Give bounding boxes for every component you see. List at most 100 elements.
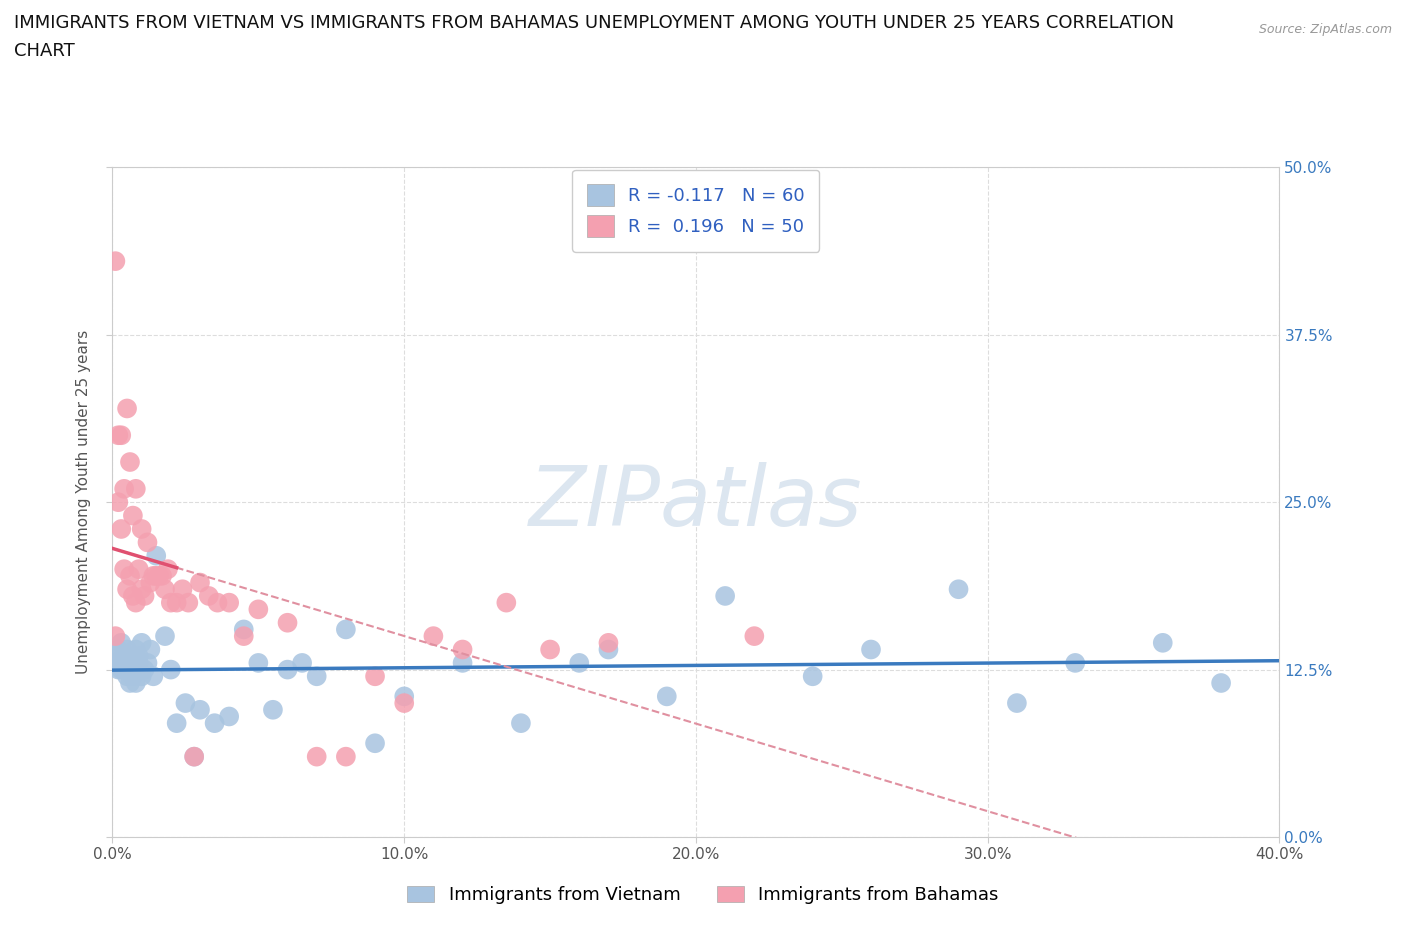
- Point: [118, 649, 141, 664]
- Point: [364, 736, 387, 751]
- Point: [598, 642, 620, 657]
- Point: [131, 522, 153, 537]
- Point: [495, 595, 517, 610]
- Point: [714, 589, 737, 604]
- Text: ZIPatlas: ZIPatlas: [529, 461, 863, 543]
- Point: [335, 622, 357, 637]
- Point: [118, 662, 141, 677]
- Point: [276, 616, 298, 631]
- Point: [153, 582, 176, 597]
- Point: [451, 656, 474, 671]
- Point: [128, 562, 150, 577]
- Point: [150, 568, 173, 583]
- Point: [568, 656, 591, 671]
- Point: [110, 635, 132, 650]
- Point: [118, 675, 141, 690]
- Point: [207, 595, 229, 610]
- Point: [104, 629, 127, 644]
- Text: IMMIGRANTS FROM VIETNAM VS IMMIGRANTS FROM BAHAMAS UNEMPLOYMENT AMONG YOUTH UNDE: IMMIGRANTS FROM VIETNAM VS IMMIGRANTS FR…: [14, 14, 1174, 32]
- Point: [160, 662, 183, 677]
- Point: [392, 689, 416, 704]
- Point: [801, 669, 824, 684]
- Y-axis label: Unemployment Among Youth under 25 years: Unemployment Among Youth under 25 years: [76, 330, 91, 674]
- Point: [142, 669, 165, 684]
- Point: [451, 642, 474, 657]
- Point: [104, 254, 127, 269]
- Point: [115, 642, 138, 657]
- Point: [107, 662, 129, 677]
- Point: [112, 649, 135, 664]
- Point: [153, 629, 176, 644]
- Point: [136, 535, 159, 550]
- Point: [1064, 656, 1087, 671]
- Point: [134, 589, 156, 604]
- Point: [122, 589, 145, 604]
- Point: [1005, 696, 1028, 711]
- Point: [112, 662, 135, 677]
- Point: [136, 656, 159, 671]
- Point: [128, 649, 150, 664]
- Point: [218, 709, 240, 724]
- Point: [104, 656, 127, 671]
- Point: [107, 428, 129, 443]
- Point: [131, 669, 153, 684]
- Point: [183, 750, 205, 764]
- Point: [112, 656, 135, 671]
- Point: [145, 549, 167, 564]
- Point: [509, 716, 531, 731]
- Point: [1209, 675, 1232, 690]
- Point: [364, 669, 387, 684]
- Point: [247, 656, 270, 671]
- Text: CHART: CHART: [14, 42, 75, 60]
- Point: [118, 568, 141, 583]
- Point: [166, 716, 188, 731]
- Point: [107, 642, 129, 657]
- Point: [125, 642, 148, 657]
- Point: [134, 662, 156, 677]
- Point: [110, 428, 132, 443]
- Point: [118, 455, 141, 470]
- Point: [110, 662, 132, 677]
- Point: [183, 750, 205, 764]
- Point: [156, 562, 179, 577]
- Point: [125, 675, 148, 690]
- Point: [145, 568, 167, 583]
- Point: [392, 696, 416, 711]
- Point: [125, 662, 148, 677]
- Point: [305, 750, 328, 764]
- Point: [859, 642, 883, 657]
- Point: [538, 642, 561, 657]
- Point: [131, 635, 153, 650]
- Point: [122, 508, 145, 523]
- Point: [948, 582, 970, 597]
- Point: [598, 635, 620, 650]
- Point: [115, 582, 138, 597]
- Point: [188, 702, 211, 717]
- Point: [107, 495, 129, 510]
- Point: [166, 595, 188, 610]
- Point: [115, 656, 138, 671]
- Point: [128, 656, 150, 671]
- Point: [122, 669, 145, 684]
- Point: [305, 669, 328, 684]
- Point: [204, 716, 226, 731]
- Point: [742, 629, 765, 644]
- Point: [110, 522, 132, 537]
- Point: [172, 582, 194, 597]
- Text: Source: ZipAtlas.com: Source: ZipAtlas.com: [1258, 23, 1392, 36]
- Point: [1152, 635, 1174, 650]
- Point: [188, 575, 211, 590]
- Point: [177, 595, 200, 610]
- Point: [148, 568, 170, 583]
- Point: [291, 656, 314, 671]
- Legend: R = -0.117   N = 60, R =  0.196   N = 50: R = -0.117 N = 60, R = 0.196 N = 50: [572, 170, 820, 252]
- Point: [131, 582, 153, 597]
- Point: [142, 568, 165, 583]
- Point: [422, 629, 444, 644]
- Point: [115, 669, 138, 684]
- Point: [104, 649, 127, 664]
- Point: [160, 595, 183, 610]
- Point: [262, 702, 284, 717]
- Point: [174, 696, 197, 711]
- Point: [139, 575, 162, 590]
